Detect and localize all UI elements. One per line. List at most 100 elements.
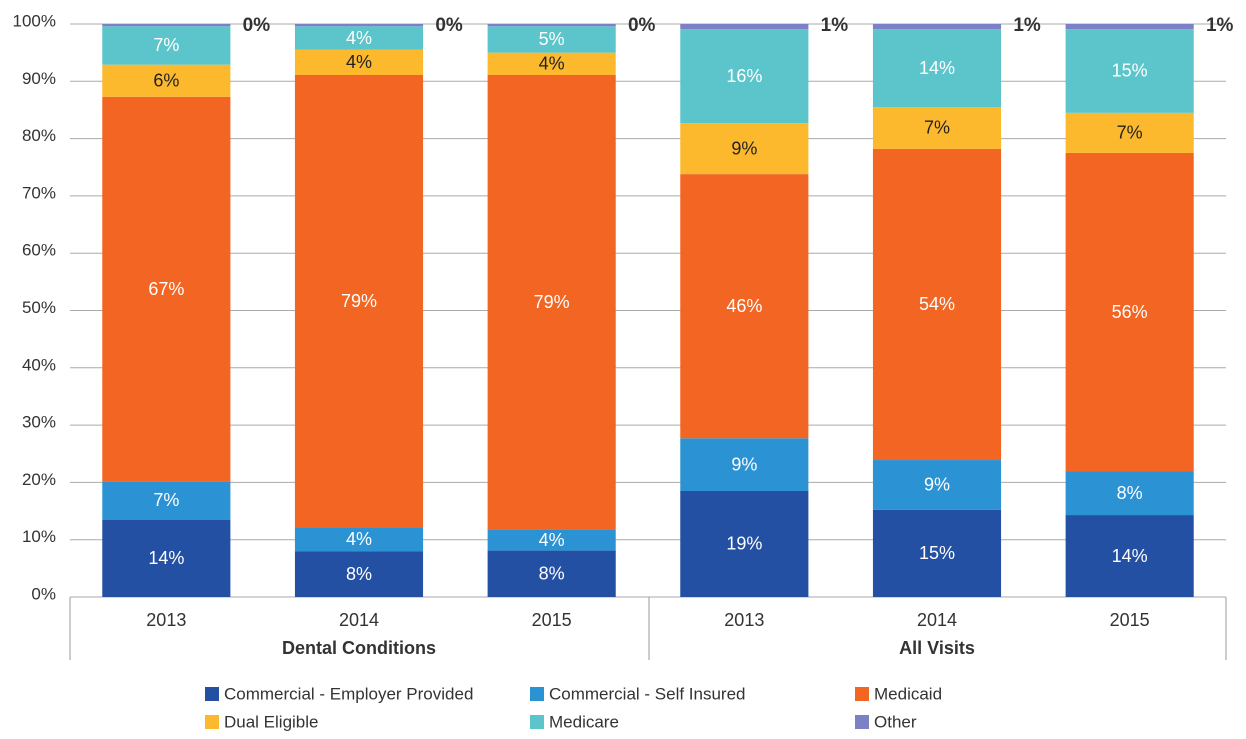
data-label: 4% [539, 54, 565, 74]
data-label: 7% [153, 35, 179, 55]
y-tick-label: 90% [22, 69, 56, 88]
data-label: 19% [726, 534, 762, 554]
bar-segment [102, 26, 231, 65]
bar-segment [1065, 152, 1194, 472]
data-label: 0% [243, 15, 271, 36]
data-label: 79% [341, 291, 377, 311]
y-tick-label: 0% [31, 584, 56, 603]
y-tick-label: 10% [22, 527, 56, 546]
bar-segment [872, 24, 1002, 30]
bar-segment [1065, 24, 1194, 30]
data-label: 79% [534, 292, 570, 312]
y-tick-label: 100% [13, 11, 56, 30]
data-label: 14% [919, 58, 955, 78]
data-label: 7% [1117, 123, 1143, 143]
bar-segment [1065, 471, 1194, 516]
x-tick-label: 2014 [339, 610, 379, 630]
data-label: 67% [148, 279, 184, 299]
bar-segment [487, 52, 616, 75]
data-label: 5% [539, 29, 565, 49]
legend-label: Medicare [549, 712, 619, 731]
bar-segment [487, 74, 616, 530]
x-tick-label: 2013 [724, 610, 764, 630]
legend-swatch [855, 687, 869, 701]
data-label: 8% [1117, 483, 1143, 503]
bar-segment [294, 74, 424, 528]
data-label: 4% [346, 52, 372, 72]
bar-segment [487, 550, 616, 597]
data-label: 1% [821, 15, 849, 36]
legend-swatch [530, 687, 544, 701]
bar-segment [680, 174, 809, 439]
data-label: 0% [435, 15, 463, 36]
data-label: 15% [919, 543, 955, 563]
legend-label: Commercial - Self Insured [549, 684, 746, 703]
bar-segment [294, 24, 424, 27]
data-label: 16% [726, 66, 762, 86]
data-label: 8% [539, 564, 565, 584]
data-label: 9% [731, 138, 757, 158]
x-tick-label: 2013 [146, 610, 186, 630]
bar-segment [487, 26, 616, 53]
legend-swatch [205, 715, 219, 729]
legend-label: Commercial - Employer Provided [224, 684, 473, 703]
legend-swatch [530, 715, 544, 729]
bar-segment [102, 481, 231, 520]
x-tick-label: 2014 [917, 610, 957, 630]
bar-segment [1065, 515, 1194, 597]
data-label: 14% [148, 548, 184, 568]
bar-segment [102, 519, 231, 597]
data-label: 6% [153, 70, 179, 90]
bar-segment [680, 438, 809, 491]
bar-segment [680, 123, 809, 175]
bar-segment [872, 29, 1002, 108]
bar-segment [872, 509, 1002, 597]
y-tick-label: 30% [22, 413, 56, 432]
group-label: All Visits [899, 638, 975, 658]
data-label: 9% [731, 454, 757, 474]
x-tick-label: 2015 [1110, 610, 1150, 630]
data-label: 1% [1013, 15, 1041, 36]
bar-segment [294, 551, 424, 597]
data-label: 46% [726, 296, 762, 316]
bar-segment [872, 107, 1002, 149]
data-label: 4% [539, 530, 565, 550]
bar-segment [1065, 29, 1194, 113]
data-label: 14% [1112, 546, 1148, 566]
legend-label: Other [874, 712, 917, 731]
data-label: 7% [153, 490, 179, 510]
group-label: Dental Conditions [282, 638, 436, 658]
legend-swatch [205, 687, 219, 701]
bar-segment [487, 24, 616, 27]
bar-segment [102, 24, 231, 27]
bar-segment [680, 24, 809, 30]
data-label: 15% [1112, 61, 1148, 81]
data-label: 8% [346, 564, 372, 584]
y-tick-label: 60% [22, 241, 56, 260]
legend-label: Dual Eligible [224, 712, 319, 731]
bar-segment [294, 26, 424, 50]
x-tick-label: 2015 [532, 610, 572, 630]
bar-segment [680, 490, 809, 597]
bar-segment [294, 49, 424, 75]
data-label: 9% [924, 475, 950, 495]
data-label: 54% [919, 294, 955, 314]
bar-segment [872, 148, 1002, 461]
bar-segment [102, 96, 231, 482]
bar-segment [102, 64, 231, 97]
y-tick-label: 50% [22, 298, 56, 317]
y-tick-label: 40% [22, 355, 56, 374]
data-label: 1% [1206, 15, 1234, 36]
data-label: 0% [628, 15, 656, 36]
bar-segment [294, 527, 424, 552]
legend-label: Medicaid [874, 684, 942, 703]
bar-segment [1065, 112, 1194, 153]
data-label: 4% [346, 529, 372, 549]
legend-swatch [855, 715, 869, 729]
data-label: 4% [346, 28, 372, 48]
bar-segment [680, 29, 809, 124]
y-tick-label: 70% [22, 183, 56, 202]
bar-segment [872, 460, 1002, 510]
y-tick-label: 80% [22, 126, 56, 145]
